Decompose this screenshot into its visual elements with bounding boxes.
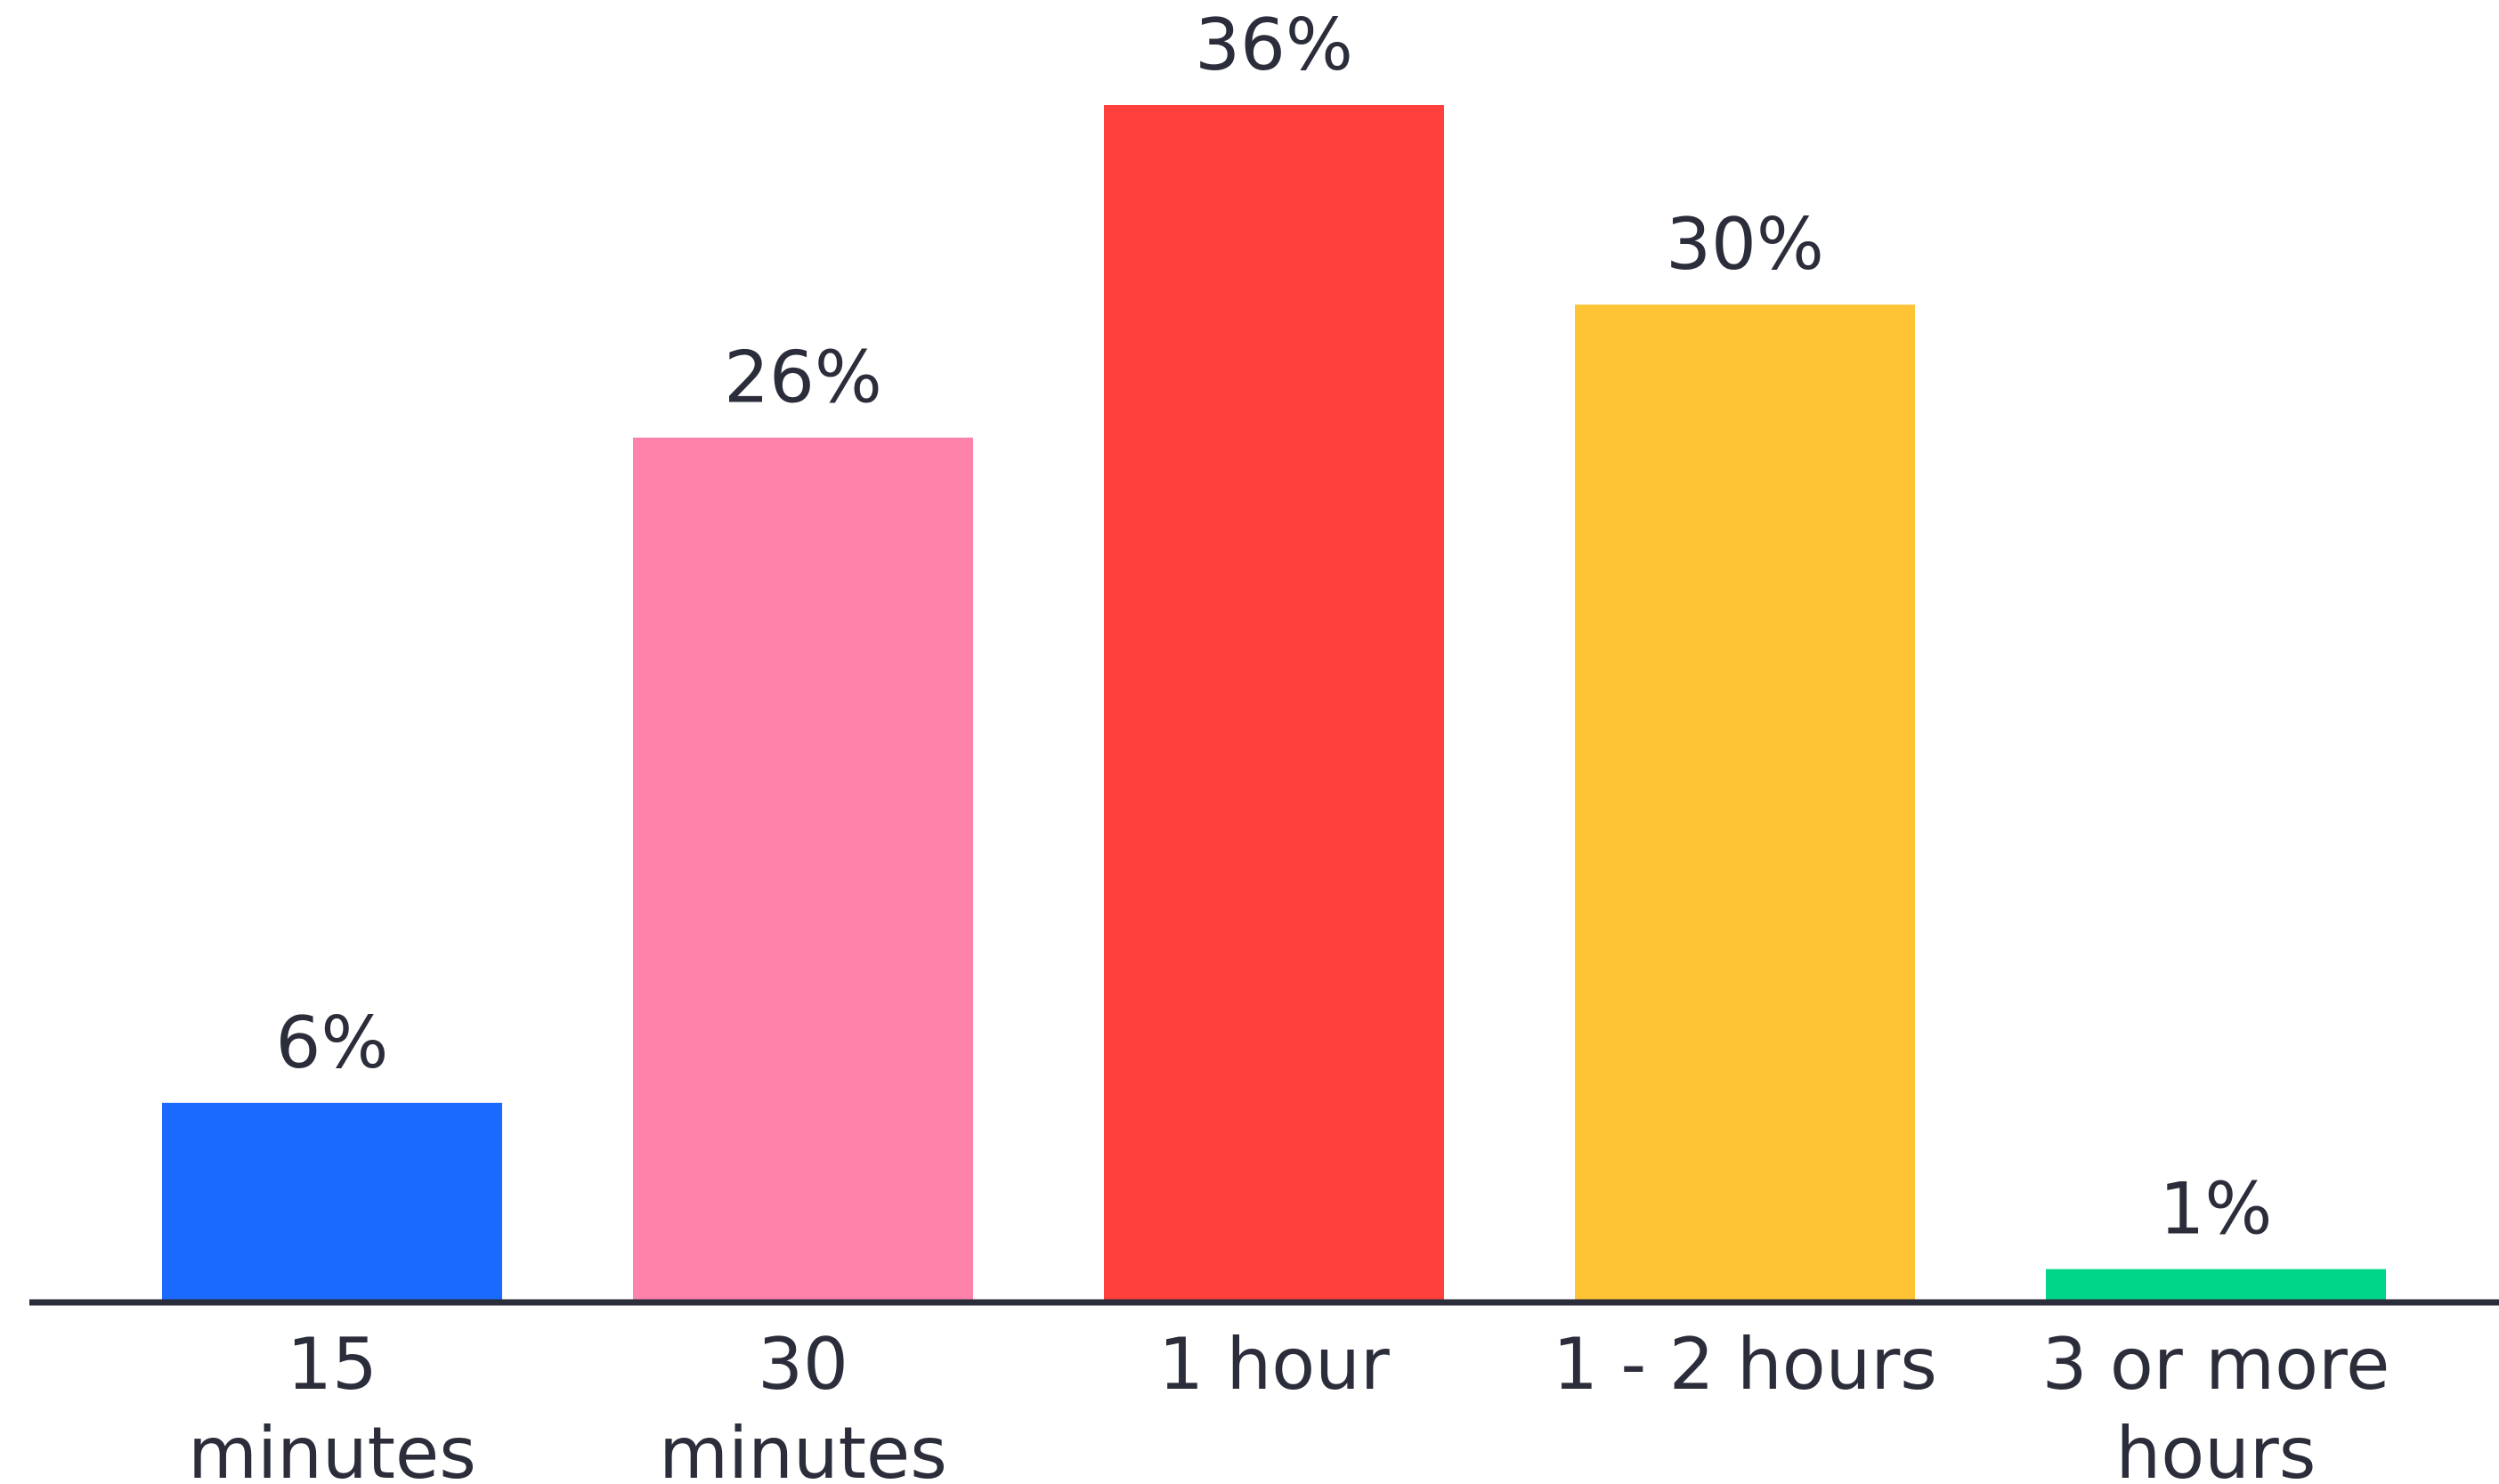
category-label-1: 30 minutes — [659, 1323, 947, 1484]
bar-1 — [633, 437, 973, 1303]
value-label-0: 6% — [276, 1001, 389, 1084]
value-label-1: 26% — [724, 337, 882, 419]
value-labels-group: 6% 26% 36% 30% 1% — [276, 4, 2273, 1251]
value-label-2: 36% — [1195, 4, 1353, 86]
category-label-4: 3 or more hours — [2042, 1323, 2390, 1484]
category-label-line: minutes — [188, 1412, 476, 1484]
category-label-line: 30 — [758, 1323, 848, 1406]
bar-4 — [2046, 1269, 2386, 1302]
category-label-3: 1 - 2 hours — [1553, 1323, 1937, 1406]
bar-2 — [1104, 105, 1444, 1302]
category-label-line: 15 — [287, 1323, 377, 1406]
category-label-line: 1 - 2 hours — [1553, 1323, 1937, 1406]
category-label-line: hours — [2116, 1412, 2316, 1484]
category-label-0: 15 minutes — [188, 1323, 476, 1484]
category-label-line: 1 hour — [1158, 1323, 1390, 1406]
bar-3 — [1575, 304, 1915, 1303]
category-label-2: 1 hour — [1158, 1323, 1390, 1406]
value-label-4: 1% — [2160, 1168, 2273, 1251]
bar-0 — [162, 1102, 502, 1302]
category-label-line: 3 or more — [2042, 1323, 2390, 1406]
value-label-3: 30% — [1666, 203, 1824, 286]
bars-group — [162, 105, 2386, 1303]
category-label-line: minutes — [659, 1412, 947, 1484]
